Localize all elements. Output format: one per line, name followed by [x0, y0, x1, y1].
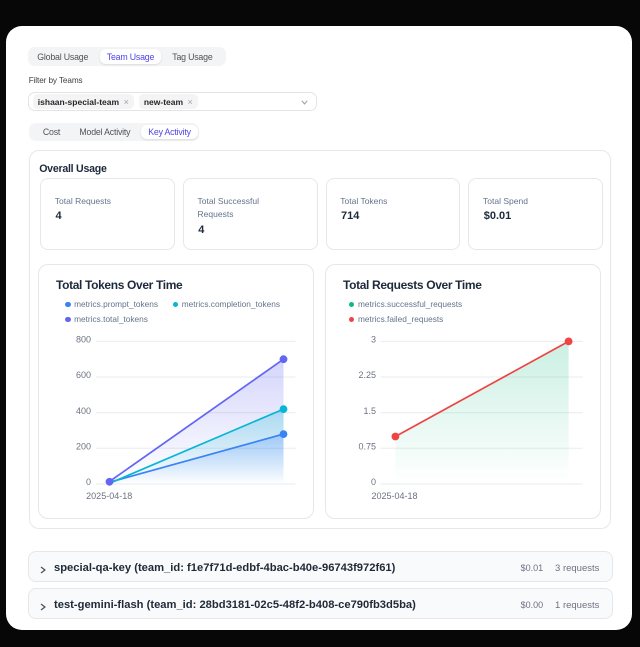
svg-text:0: 0 — [371, 477, 376, 487]
svg-text:0: 0 — [86, 477, 91, 487]
svg-text:400: 400 — [76, 406, 91, 416]
svg-text:0.75: 0.75 — [358, 441, 376, 451]
svg-text:2.25: 2.25 — [358, 370, 376, 380]
svg-text:3: 3 — [371, 335, 376, 345]
svg-text:600: 600 — [76, 370, 91, 380]
svg-text:800: 800 — [76, 335, 91, 345]
svg-text:2025-04-18: 2025-04-18 — [86, 491, 132, 501]
svg-text:2025-04-18: 2025-04-18 — [371, 491, 417, 501]
svg-text:1.5: 1.5 — [363, 406, 376, 416]
svg-text:200: 200 — [76, 441, 91, 451]
